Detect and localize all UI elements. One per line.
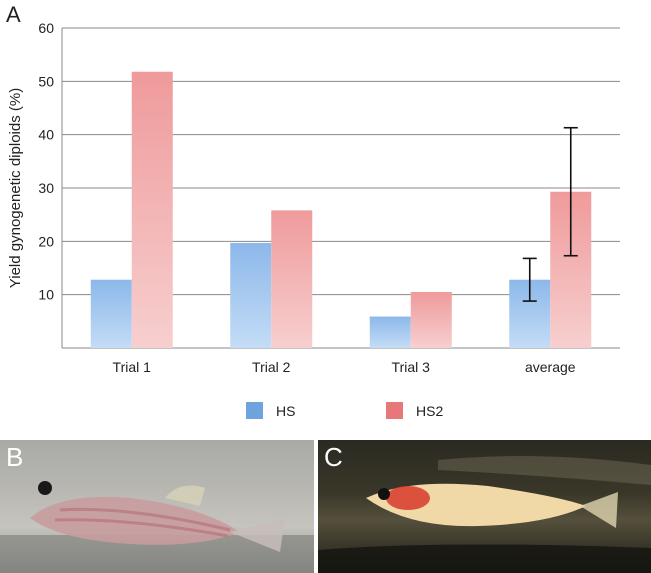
bar-hs-2 <box>230 242 272 348</box>
zebrafish-image <box>0 481 314 573</box>
panel-label-b: B <box>6 442 24 472</box>
y-tick-label: 50 <box>38 73 54 89</box>
zebrafish-photo-panel-b: B <box>0 440 314 573</box>
legend-swatch-hs <box>246 402 263 419</box>
panel-label-c: C <box>324 442 343 472</box>
panel-label-a: A <box>6 2 21 27</box>
y-tick-label: 30 <box>38 180 54 196</box>
bar-hs2-1 <box>131 71 173 348</box>
x-category-label: Trial 3 <box>392 359 431 375</box>
bar-hs-1 <box>90 279 132 348</box>
bar-hs-3 <box>369 316 411 348</box>
y-tick-labels: 10 20 30 40 50 60 <box>38 20 54 303</box>
bars <box>90 71 592 348</box>
x-category-labels: Trial 1 Trial 2 Trial 3 average <box>113 359 576 375</box>
bar-hs2-2 <box>271 210 313 348</box>
y-tick-label: 20 <box>38 233 54 249</box>
bar-hs2-3 <box>410 292 452 348</box>
legend-label-hs2: HS2 <box>416 403 443 419</box>
y-axis-label: Yield gynogenetic diploids (%) <box>7 88 24 288</box>
legend-swatch-hs2 <box>386 402 403 419</box>
fish-eye-icon <box>38 481 52 495</box>
zebrafish-photo-panel-c: C <box>318 440 651 573</box>
bar-chart: A 10 20 30 40 50 60 Trial 1 Trial 2 Trial 3 aver… <box>6 2 620 419</box>
legend-label-hs: HS <box>276 403 295 419</box>
x-category-label: Trial 1 <box>113 359 152 375</box>
y-tick-label: 40 <box>38 127 54 143</box>
zebrafish-image <box>318 456 651 573</box>
legend: HS HS2 <box>246 402 443 419</box>
x-category-label: Trial 2 <box>252 359 291 375</box>
y-tick-label: 60 <box>38 20 54 36</box>
y-tick-label: 10 <box>38 287 54 303</box>
x-category-label: average <box>525 359 576 375</box>
error-bars <box>522 126 578 302</box>
